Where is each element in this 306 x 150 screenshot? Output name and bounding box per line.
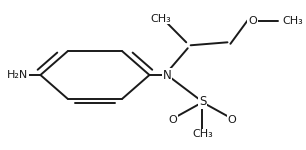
Text: O: O bbox=[248, 16, 257, 26]
Text: CH₃: CH₃ bbox=[151, 14, 172, 24]
Text: CH₃: CH₃ bbox=[192, 129, 213, 140]
Text: CH₃: CH₃ bbox=[282, 16, 303, 26]
Text: O: O bbox=[169, 115, 177, 125]
Text: N: N bbox=[163, 69, 171, 81]
Text: O: O bbox=[228, 115, 236, 125]
Text: S: S bbox=[199, 95, 206, 108]
Text: H₂N: H₂N bbox=[7, 70, 28, 80]
